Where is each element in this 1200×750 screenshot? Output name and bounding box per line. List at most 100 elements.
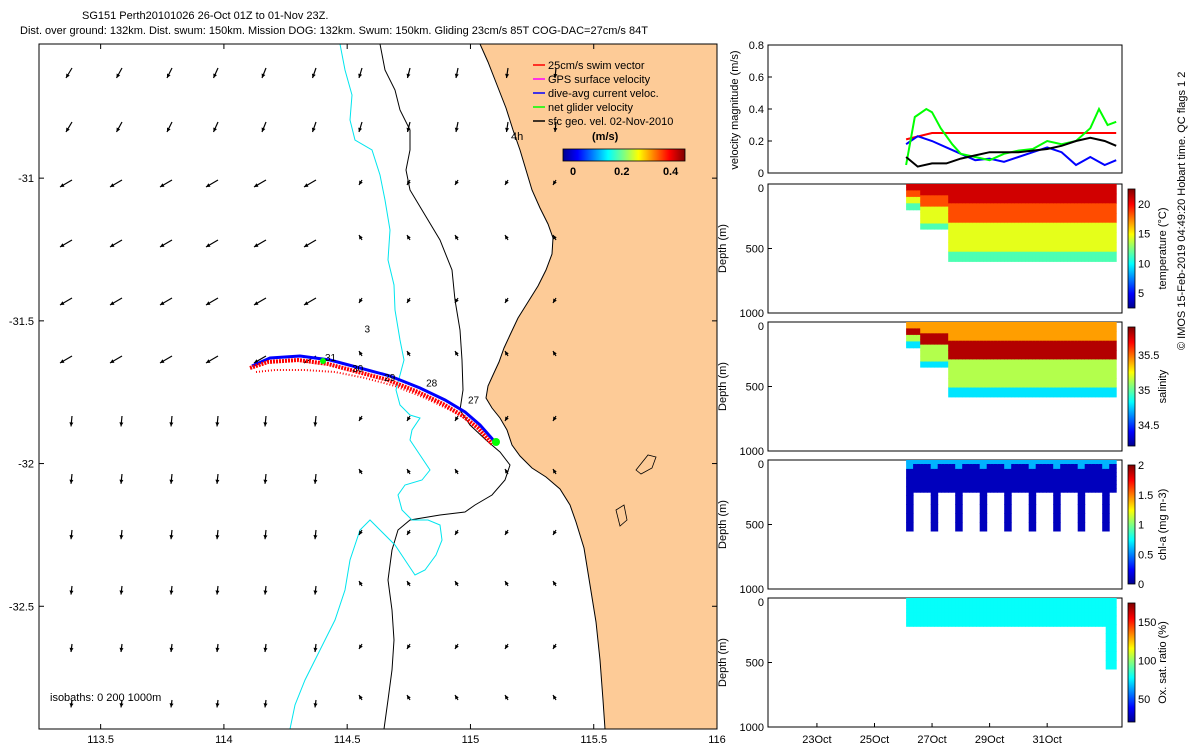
profile-cell: [1070, 359, 1075, 370]
profile-cell: [1091, 222, 1096, 233]
profile-cell: [1000, 484, 1005, 489]
profile-cell: [1025, 605, 1030, 610]
profile-cell: [1042, 622, 1047, 627]
profile-cell: [930, 327, 935, 334]
profile-cell: [1039, 460, 1044, 465]
profile-cell: [1060, 222, 1065, 233]
profile-cell: [983, 598, 988, 602]
profile-cell: [1067, 480, 1072, 485]
profile-cell: [1105, 232, 1110, 243]
profile-cell: [906, 601, 911, 606]
profile-cell: [1021, 622, 1026, 627]
profile-cell: [1014, 242, 1019, 253]
profile-cell: [1035, 350, 1040, 360]
profile-cell: [1109, 464, 1114, 469]
profile-cell: [1060, 615, 1065, 620]
profile-cell: [948, 193, 953, 204]
profile-cell: [1074, 251, 1079, 262]
profile-cell: [1077, 495, 1082, 505]
velocity-arrowhead: [407, 581, 411, 586]
profile-cell: [1081, 601, 1086, 606]
profile-cell: [1049, 378, 1054, 388]
profile-cell: [1004, 601, 1009, 606]
profile-cell: [1014, 601, 1019, 606]
profile-cell: [920, 344, 925, 351]
profile-cell: [1028, 598, 1033, 602]
figure-subtitle: Dist. over ground: 132km. Dist. swum: 15…: [20, 25, 648, 37]
profile-cell: [1081, 387, 1086, 398]
profile-cell: [934, 206, 939, 213]
profile-cell: [958, 378, 963, 388]
profile-cell: [958, 468, 963, 479]
profile-cell: [979, 622, 984, 627]
profile-cell: [906, 206, 911, 211]
profile-cell: [962, 601, 967, 606]
profile-cell: [948, 480, 953, 485]
profile-cell: [1060, 619, 1065, 624]
profile-cell: [948, 608, 953, 613]
profile-cell: [906, 203, 911, 207]
profile-cell: [986, 242, 991, 253]
map-ytick-label: -31.5: [9, 316, 34, 328]
profile-cell: [1028, 322, 1033, 332]
velocity-arrowhead: [215, 479, 220, 484]
profile-cell: [1091, 213, 1096, 224]
profile-cell: [944, 206, 949, 213]
profile-cell: [1042, 476, 1047, 481]
profile-cell: [923, 217, 928, 224]
profile-cell: [997, 322, 1002, 332]
velocity-arrow: [303, 179, 317, 188]
profile-cell: [1070, 193, 1075, 204]
profile-cell: [1060, 488, 1065, 493]
profile-cell: [1081, 513, 1086, 523]
profile-cell: [1081, 331, 1086, 342]
profile-cell: [934, 355, 939, 362]
profile-cell: [1102, 460, 1107, 470]
profile-cell: [1004, 222, 1009, 233]
profile-cell: [1039, 622, 1044, 627]
profile-cell: [1046, 601, 1051, 606]
profile-cell: [1053, 495, 1058, 505]
profile-cell: [1105, 615, 1110, 626]
profile-cell: [913, 187, 918, 191]
profile-cell: [1088, 464, 1093, 469]
profile-cell: [1004, 605, 1009, 610]
profile-cell: [1042, 359, 1047, 370]
profile-cell: [923, 612, 928, 617]
velocity-arrow: [159, 239, 173, 248]
profile-cell: [955, 242, 960, 253]
profile-cell: [927, 484, 932, 489]
profile-cell: [1028, 350, 1033, 360]
velocity-arrowhead: [407, 695, 411, 700]
profile-cell: [997, 615, 1002, 620]
profile-cell: [944, 189, 949, 196]
profile-cell: [993, 350, 998, 360]
profile-cell: [1007, 387, 1012, 398]
profile-cell: [923, 619, 928, 624]
profile-cell: [920, 361, 925, 368]
profile-cell: [1053, 203, 1058, 214]
profile-cell: [1000, 232, 1005, 243]
profile-cell: [1035, 340, 1040, 351]
profile-cell: [913, 476, 918, 481]
profile-cell: [916, 460, 921, 465]
profile-cell: [1046, 350, 1051, 360]
velocity-arrowhead: [213, 73, 217, 78]
profile-cell: [1081, 495, 1086, 505]
profile-cell: [1067, 619, 1072, 624]
velocity-arrow: [358, 694, 363, 701]
profile-cell: [1088, 242, 1093, 253]
velocity-arrowhead: [406, 73, 411, 78]
profile-cell: [951, 378, 956, 388]
profile-cell: [1053, 522, 1058, 532]
profile-cell: [1091, 232, 1096, 243]
profile-cell: [1011, 203, 1016, 214]
velocity-arrow: [253, 239, 267, 248]
profile-cell: [1109, 606, 1114, 617]
velocity-arrow: [59, 179, 73, 188]
profile-cell: [1000, 359, 1005, 370]
profile-cell: [1018, 387, 1023, 398]
profile-cell: [937, 605, 942, 610]
profile-cell: [906, 190, 911, 195]
profile-cell: [906, 486, 911, 496]
